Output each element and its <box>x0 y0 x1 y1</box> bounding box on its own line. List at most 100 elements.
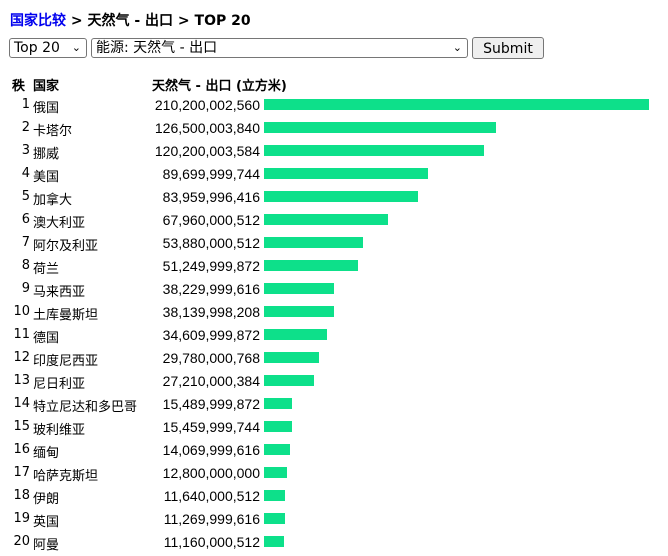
value-column-header: 天然气 - 出口 (立方米) <box>152 79 287 94</box>
value-bar <box>264 99 649 110</box>
value-label: 15,489,999,872 <box>162 396 260 412</box>
value-label: 126,500,003,840 <box>154 120 260 136</box>
value-bar <box>264 444 290 455</box>
rank-cell: 9 <box>21 281 30 296</box>
indicator-select[interactable]: 能源: 天然气 - 出口 ⌄ <box>91 38 468 58</box>
value-label: 67,960,000,512 <box>162 212 260 228</box>
rank-cell: 20 <box>13 534 30 549</box>
country-cell: 荷兰 <box>33 262 60 277</box>
value-label: 29,780,000,768 <box>162 350 260 366</box>
country-cell: 哈萨克斯坦 <box>33 469 99 484</box>
rank-cell: 11 <box>13 327 30 342</box>
rank-cell: 17 <box>13 465 30 480</box>
country-column-header: 国家 <box>33 79 60 94</box>
country-cell: 缅甸 <box>33 446 60 461</box>
table-row: 8 荷兰 51,249,999,872 <box>0 256 668 277</box>
chevron-down-icon: ⌄ <box>71 41 81 54</box>
value-bar <box>264 467 287 478</box>
value-bar <box>264 513 285 524</box>
value-bar <box>264 398 292 409</box>
indicator-select-value: 能源: 天然气 - 出口 <box>96 40 218 56</box>
rank-cell: 5 <box>21 189 30 204</box>
value-label: 11,269,999,616 <box>163 511 260 527</box>
value-bar <box>264 145 484 156</box>
rank-cell: 19 <box>13 511 30 526</box>
rank-cell: 8 <box>21 258 30 273</box>
country-cell: 澳大利亚 <box>33 216 86 231</box>
breadcrumb-category: 天然气 - 出口 <box>87 13 174 29</box>
value-label: 51,249,999,872 <box>162 258 260 274</box>
value-bar <box>264 260 358 271</box>
table-row: 20 阿曼 11,160,000,512 <box>0 532 668 553</box>
breadcrumb-current: TOP 20 <box>194 13 251 29</box>
rank-cell: 15 <box>13 419 30 434</box>
value-bar <box>264 329 327 340</box>
table-row: 11 德国 34,609,999,872 <box>0 325 668 346</box>
value-label: 27,210,000,384 <box>162 373 260 389</box>
rank-cell: 3 <box>21 143 30 158</box>
country-cell: 伊朗 <box>33 492 60 507</box>
value-bar <box>264 421 292 432</box>
table-row: 15 玻利维亚 15,459,999,744 <box>0 417 668 438</box>
rank-cell: 18 <box>13 488 30 503</box>
country-cell: 印度尼西亚 <box>33 354 99 369</box>
value-label: 14,069,999,616 <box>162 442 260 458</box>
top-n-select-value: Top 20 <box>14 40 60 56</box>
rank-cell: 2 <box>21 120 30 135</box>
country-cell: 马来西亚 <box>33 285 86 300</box>
rank-column-header: 秩 <box>12 79 26 94</box>
country-cell: 卡塔尔 <box>33 124 73 139</box>
rank-cell: 13 <box>13 373 30 388</box>
top-n-select[interactable]: Top 20 ⌄ <box>9 38 87 58</box>
breadcrumb-separator: > <box>177 13 190 29</box>
rank-cell: 6 <box>21 212 30 227</box>
value-bar <box>264 191 418 202</box>
rank-cell: 1 <box>21 97 30 112</box>
value-bar <box>264 237 363 248</box>
value-label: 11,640,000,512 <box>163 488 260 504</box>
breadcrumb: 国家比较 > 天然气 - 出口 > TOP 20 <box>10 10 251 30</box>
value-bar <box>264 536 284 547</box>
table-row: 5 加拿大 83,959,996,416 <box>0 187 668 208</box>
value-label: 38,229,999,616 <box>162 281 260 297</box>
submit-button[interactable]: Submit <box>472 37 544 59</box>
country-cell: 德国 <box>33 331 60 346</box>
value-bar <box>264 168 428 179</box>
breadcrumb-link-country-comparison[interactable]: 国家比较 <box>10 13 66 29</box>
country-cell: 土库曼斯坦 <box>33 308 99 323</box>
country-cell: 俄国 <box>33 101 60 116</box>
country-cell: 加拿大 <box>33 193 73 208</box>
table-row: 1 俄国 210,200,002,560 <box>0 95 668 116</box>
breadcrumb-separator: > <box>70 13 83 29</box>
value-bar <box>264 490 285 501</box>
table-row: 2 卡塔尔 126,500,003,840 <box>0 118 668 139</box>
chevron-down-icon: ⌄ <box>452 41 462 54</box>
value-bar <box>264 306 334 317</box>
value-label: 15,459,999,744 <box>162 419 260 435</box>
table-row: 9 马来西亚 38,229,999,616 <box>0 279 668 300</box>
table-row: 6 澳大利亚 67,960,000,512 <box>0 210 668 231</box>
rank-cell: 14 <box>13 396 30 411</box>
value-label: 89,699,999,744 <box>162 166 260 182</box>
value-bar <box>264 214 388 225</box>
value-label: 11,160,000,512 <box>163 534 260 550</box>
country-cell: 美国 <box>33 170 60 185</box>
table-row: 17 哈萨克斯坦 12,800,000,000 <box>0 463 668 484</box>
rank-cell: 16 <box>13 442 30 457</box>
country-cell: 阿尔及利亚 <box>33 239 99 254</box>
rank-cell: 12 <box>13 350 30 365</box>
value-bar <box>264 352 319 363</box>
table-row: 13 尼日利亚 27,210,000,384 <box>0 371 668 392</box>
country-cell: 玻利维亚 <box>33 423 86 438</box>
table-row: 4 美国 89,699,999,744 <box>0 164 668 185</box>
table-row: 7 阿尔及利亚 53,880,000,512 <box>0 233 668 254</box>
rank-cell: 7 <box>21 235 30 250</box>
country-cell: 英国 <box>33 515 60 530</box>
value-label: 53,880,000,512 <box>162 235 260 251</box>
value-label: 38,139,998,208 <box>162 304 260 320</box>
country-cell: 尼日利亚 <box>33 377 86 392</box>
table-row: 14 特立尼达和多巴哥 15,489,999,872 <box>0 394 668 415</box>
value-bar <box>264 283 334 294</box>
country-cell: 阿曼 <box>33 538 60 553</box>
table-row: 16 缅甸 14,069,999,616 <box>0 440 668 461</box>
